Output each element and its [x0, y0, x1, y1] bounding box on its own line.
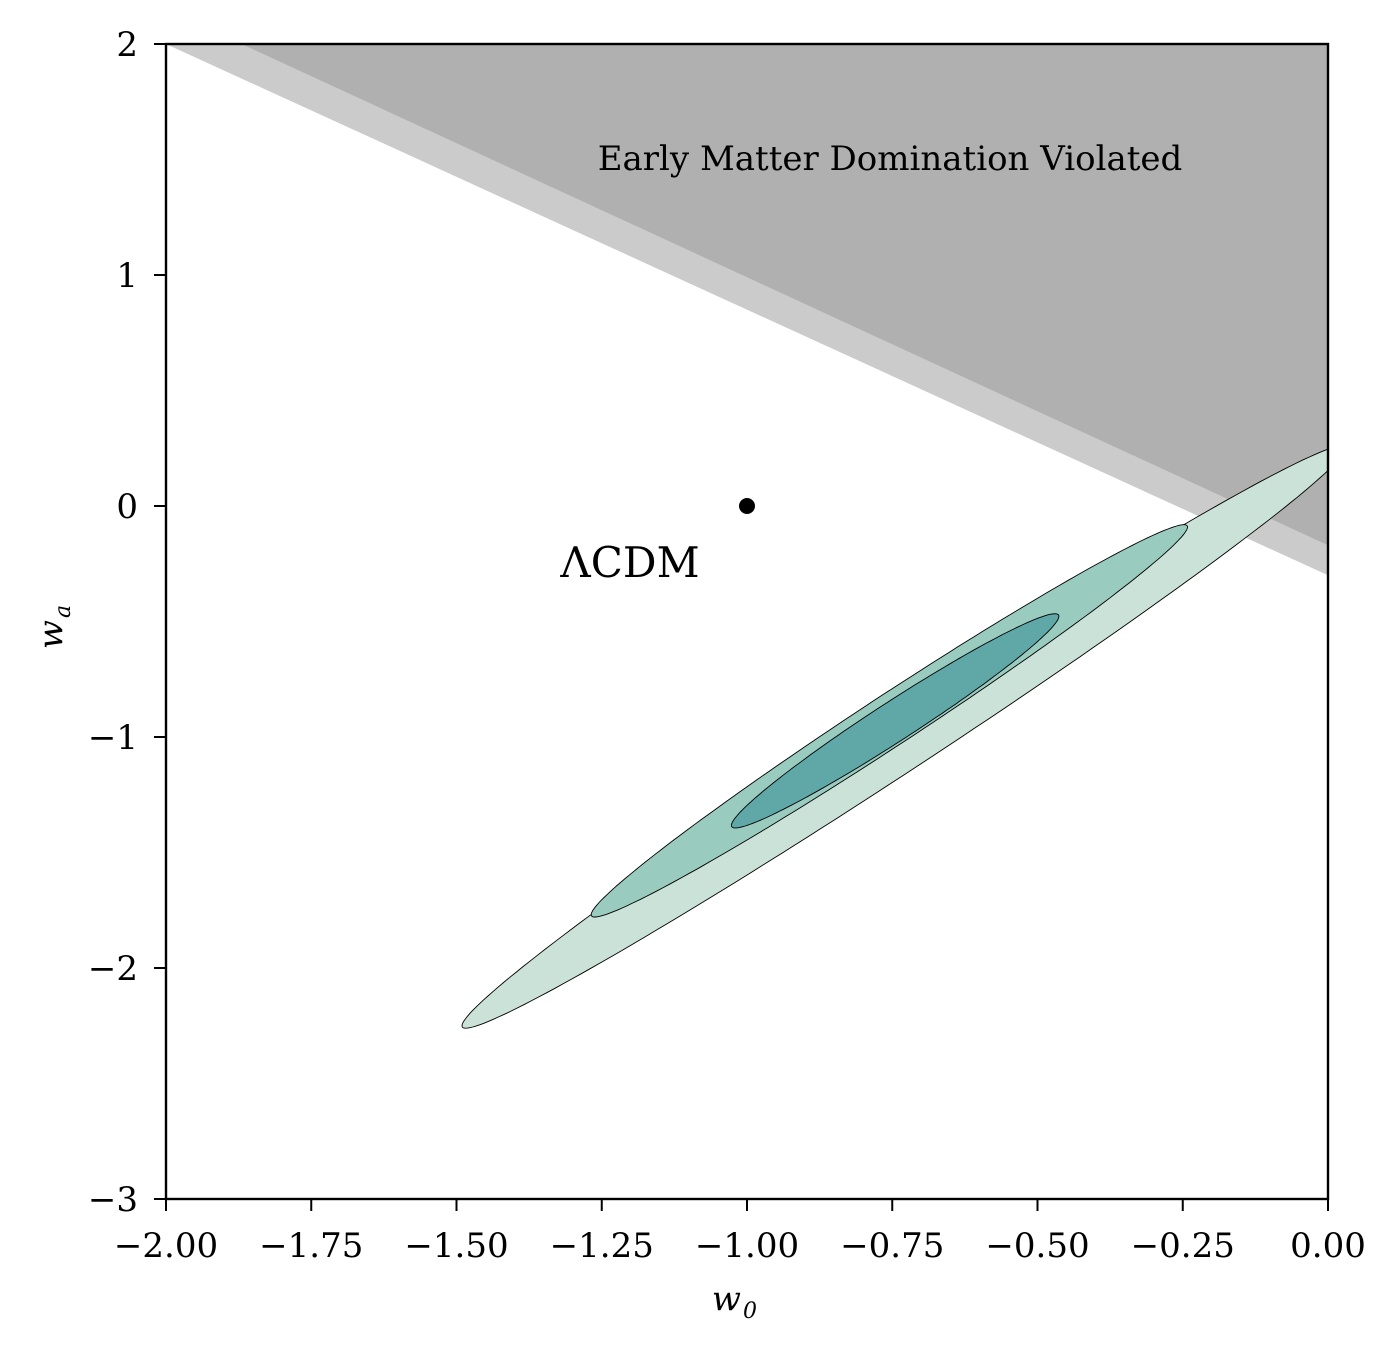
- point-label-lcdm: ΛCDM: [559, 538, 699, 587]
- y-tick-label: 0: [116, 487, 138, 527]
- svg-text:w: w: [31, 620, 71, 649]
- y-axis: −3 −2 −1 0 1 2: [88, 25, 166, 1220]
- y-tick-label: −1: [88, 718, 138, 758]
- y-tick-label: −2: [88, 949, 138, 989]
- x-tick-label: −2.00: [114, 1226, 218, 1266]
- x-tick-label: −0.25: [1131, 1226, 1235, 1266]
- x-axis: −2.00 −1.75 −1.50 −1.25 −1.00 −0.75 −0.50 −0.25…: [114, 1199, 1366, 1266]
- x-tick-label: −1.50: [404, 1226, 508, 1266]
- x-tick-label: −1.75: [259, 1226, 363, 1266]
- excluded-region-1: [241, 44, 1328, 546]
- svg-text:a: a: [51, 605, 76, 618]
- x-tick-label: 0.00: [1290, 1226, 1366, 1266]
- svg-text:w: w: [712, 1279, 741, 1319]
- svg-text:0: 0: [743, 1299, 757, 1324]
- x-axis-label: w 0: [712, 1279, 757, 1324]
- x-tick-label: −0.75: [840, 1226, 944, 1266]
- y-tick-label: −3: [88, 1180, 138, 1220]
- plot-area: [166, 44, 1328, 1029]
- region-label: Early Matter Domination Violated: [598, 139, 1183, 179]
- x-tick-label: −1.25: [550, 1226, 654, 1266]
- x-tick-label: −0.50: [985, 1226, 1089, 1266]
- y-axis-label: w a: [31, 605, 76, 649]
- contour-1sigma: [730, 613, 1060, 829]
- x-tick-label: −1.00: [695, 1226, 799, 1266]
- y-tick-label: 1: [116, 256, 138, 296]
- y-tick-label: 2: [116, 25, 138, 65]
- point-marker: [739, 498, 755, 514]
